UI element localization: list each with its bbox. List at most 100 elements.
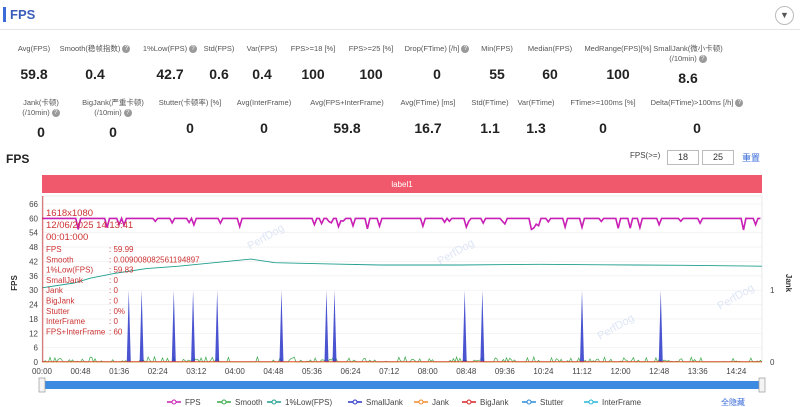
help-icon[interactable]: ?: [123, 109, 132, 118]
stat-10: MedRange(FPS)[%] 100: [558, 44, 678, 82]
watermark: PerfDog: [436, 237, 477, 268]
stat-value: 0: [260, 120, 268, 136]
header-title: FPS: [10, 7, 36, 22]
legend-marker: [588, 399, 594, 405]
range-slider-left-handle[interactable]: [38, 377, 46, 393]
y-tick-label: 36: [29, 272, 38, 281]
legend-marker: [526, 399, 532, 405]
stat-label: Avg(FPS+InterFrame): [310, 98, 384, 107]
stat-label: Var(FPS): [246, 44, 278, 53]
stat-18: Std(FTime) 1.1: [430, 98, 550, 136]
help-icon[interactable]: ?: [189, 45, 198, 54]
stat-value: 55: [489, 66, 505, 82]
y-tick-label: 18: [29, 315, 38, 324]
fps-chart[interactable]: label1 0 6 12 18 24 30 36 42 48 54 60 66 0 1 FPS Jank 00:…: [0, 170, 800, 407]
stat-value: 100: [301, 66, 325, 82]
plot-frame: [41, 195, 763, 363]
help-icon[interactable]: ?: [51, 109, 60, 118]
smalljank-spike: [191, 290, 196, 362]
y-right-tick-label: 1: [770, 286, 775, 295]
smalljank-spike: [171, 290, 176, 362]
smalljank-spike: [580, 290, 584, 362]
stat-1: Smooth(稳帧指数)? 0.4: [35, 44, 155, 82]
stat-12: Jank(卡顿) (/10min)? 0: [0, 98, 101, 140]
stat-8: Min(FPS) 55: [437, 44, 557, 82]
lowfps-series: [41, 258, 763, 289]
smalljank-spike: [139, 290, 144, 362]
stat-value: 0.6: [209, 66, 229, 82]
header-accent-bar: [3, 7, 6, 22]
stat-14: Stutter(卡顿率) [%] 0: [130, 98, 250, 136]
tooltip-row-label: FPS: [46, 245, 62, 254]
stat-label: Avg(InterFrame): [236, 98, 292, 107]
stat-17: Avg(FTime) [ms] 16.7: [368, 98, 488, 136]
tooltip-row-label: 1%Low(FPS): [46, 266, 93, 275]
fps-header: FPS ▼: [0, 0, 800, 30]
smalljank-spike: [332, 290, 337, 362]
stat-label: FPS>=18 [%]: [290, 44, 336, 53]
range-slider-track[interactable]: [42, 381, 762, 389]
legend-label: BigJank: [480, 398, 509, 407]
reset-button[interactable]: 重置: [742, 153, 761, 163]
tooltip-row-value: : 60: [109, 327, 123, 336]
stat-15: Avg(InterFrame) 0: [204, 98, 324, 136]
fps-threshold-input-1[interactable]: 18: [667, 150, 699, 165]
stat-value: 0: [433, 66, 441, 82]
chart-title: FPS: [6, 152, 30, 166]
help-icon[interactable]: ?: [698, 55, 707, 64]
stat-6: FPS>=25 [%] 100: [311, 44, 431, 82]
x-tick-label: 09:36: [495, 367, 516, 376]
tooltip-row-label: Jank: [46, 286, 64, 295]
x-tick-label: 11:12: [572, 367, 592, 376]
y-tick-label: 6: [34, 344, 39, 353]
x-tick-label: 14:24: [726, 367, 747, 376]
y-right-axis-label: Jank: [784, 274, 793, 293]
tooltip-row-label: BigJank: [46, 297, 75, 306]
stat-label: SmallJank(微小卡顿) (/10min)?: [653, 44, 723, 64]
stat-value: 1.3: [526, 120, 546, 136]
help-icon[interactable]: ?: [735, 99, 744, 108]
stat-value: 1.1: [480, 120, 500, 136]
stat-5: FPS>=18 [%] 100: [253, 44, 373, 82]
x-tick-label: 01:36: [109, 367, 130, 376]
legend-marker: [352, 399, 358, 405]
stat-value: 0: [109, 124, 117, 140]
stat-value: 8.6: [678, 70, 698, 86]
x-tick-label: 04:00: [225, 367, 246, 376]
stat-label: MedRange(FPS)[%]: [584, 44, 652, 53]
legend-marker: [466, 399, 472, 405]
label-band-text: label1: [391, 180, 413, 189]
x-tick-label: 00:48: [71, 367, 92, 376]
help-icon[interactable]: ?: [122, 45, 131, 54]
x-tick-label: 06:24: [341, 367, 362, 376]
smalljank-spike: [324, 290, 329, 362]
legend-label: FPS: [185, 398, 201, 407]
x-tick-label: 08:48: [456, 367, 477, 376]
smalljank-spike: [279, 290, 284, 362]
fps-threshold-label: FPS(>=): [630, 151, 661, 160]
stat-label: Var(FTime): [517, 98, 555, 107]
stat-13: BigJank(严重卡顿) (/10min)? 0: [53, 98, 173, 140]
stat-16: Avg(FPS+InterFrame) 59.8: [287, 98, 407, 136]
chevron-down-icon[interactable]: ▼: [775, 6, 794, 25]
toggle-all-button[interactable]: 全隐藏: [721, 397, 745, 407]
help-icon[interactable]: ?: [461, 45, 470, 54]
tooltip-resolution: 1618x1080: [46, 208, 93, 219]
tooltip-row-value: : 0: [109, 286, 118, 295]
stat-value: 100: [606, 66, 630, 82]
watermark: PerfDog: [596, 312, 637, 343]
fps-threshold-input-2[interactable]: 25: [702, 150, 734, 165]
legend-label: Jank: [432, 398, 450, 407]
x-tick-label: 07:12: [379, 367, 400, 376]
stat-label: Std(FTime): [471, 98, 509, 107]
stat-label: Delta(FTime)>100ms [/h]?: [637, 98, 757, 108]
range-slider-right-handle[interactable]: [758, 377, 766, 393]
stat-value: 59.8: [333, 120, 361, 136]
legend-marker: [271, 399, 277, 405]
x-tick-label: 05:36: [302, 367, 323, 376]
x-tick-label: 12:00: [611, 367, 632, 376]
y-tick-label: 54: [29, 229, 38, 238]
stat-label: Stutter(卡顿率) [%]: [158, 98, 222, 107]
legend-label: Smooth: [235, 398, 263, 407]
tooltip-row-label: Smooth: [46, 255, 74, 264]
